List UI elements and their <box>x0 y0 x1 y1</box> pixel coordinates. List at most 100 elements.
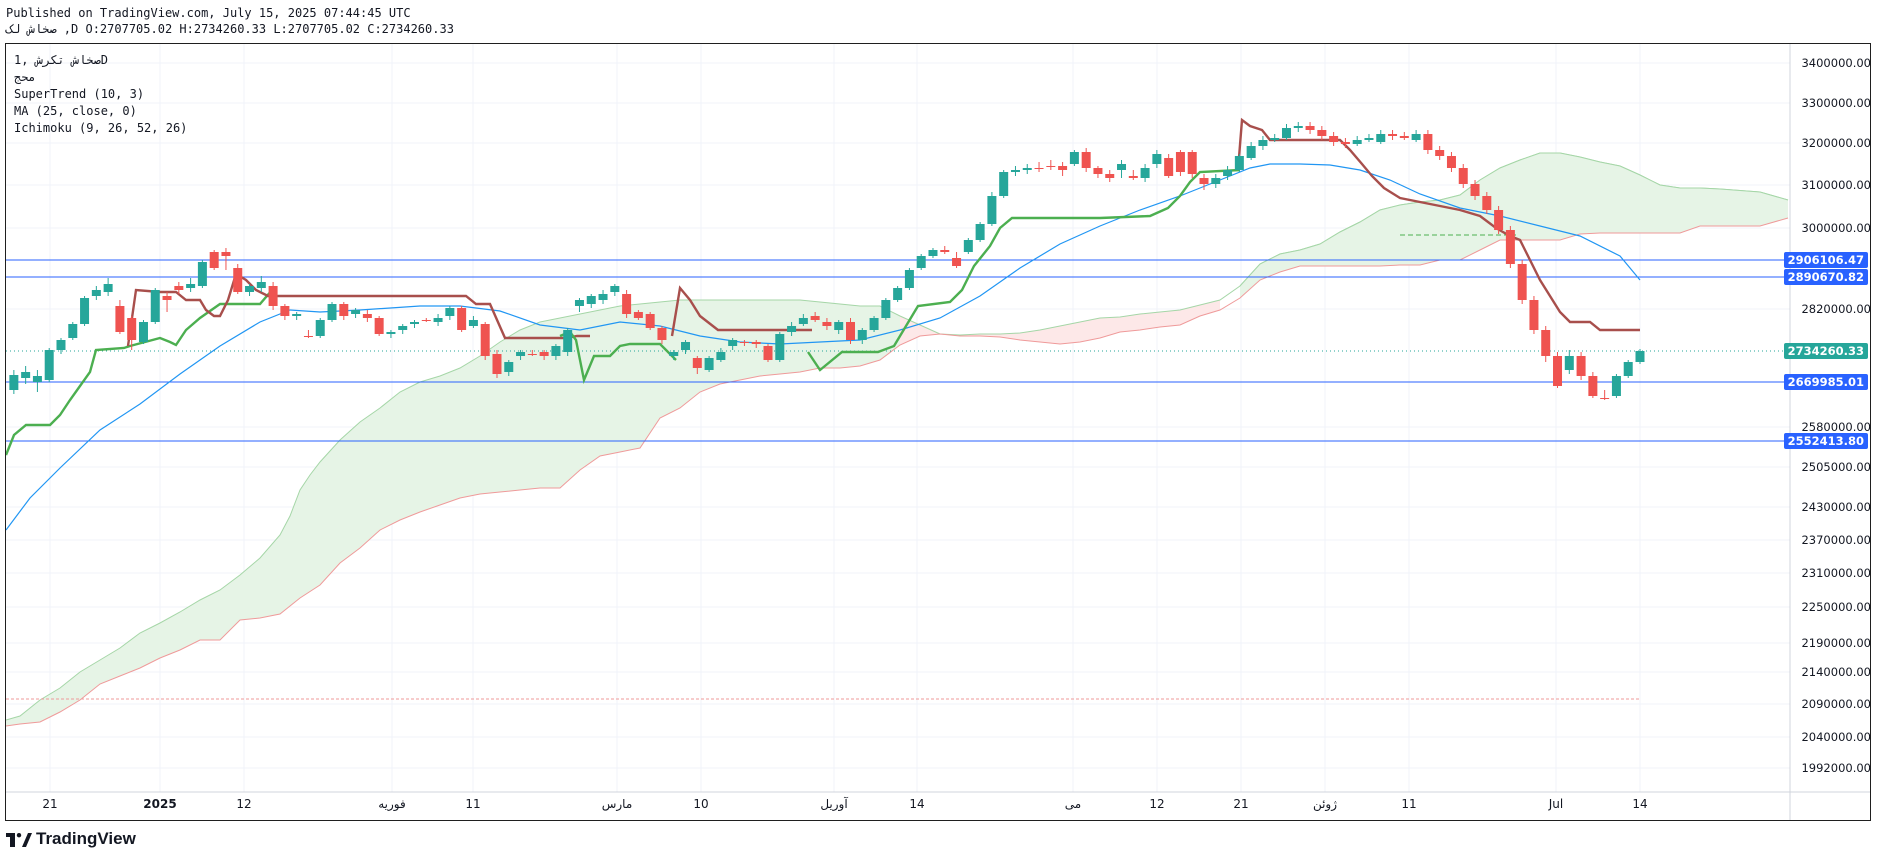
candle-bullish <box>1611 376 1621 396</box>
supertrend-legend[interactable]: SuperTrend (10, 3) <box>14 87 145 101</box>
chart-plot[interactable] <box>6 44 1870 820</box>
price-axis-label: 2310000.00 <box>1801 566 1871 580</box>
candle-bearish <box>1105 174 1115 178</box>
candle-bullish <box>834 322 844 330</box>
price-axis-label: 2040000.00 <box>1801 730 1871 744</box>
candle-bearish <box>127 318 137 340</box>
candle-bearish <box>1588 376 1598 396</box>
time-axis-label: می <box>1064 797 1082 811</box>
candle-bullish <box>1069 152 1079 164</box>
chart-header: Published on TradingView.com, July 15, 2… <box>6 5 454 37</box>
ichimoku-cloud-bullish <box>6 300 1220 726</box>
candle-bearish <box>1340 142 1350 144</box>
candle-bearish <box>1529 300 1539 330</box>
candle-bullish <box>1211 178 1221 184</box>
candle-bullish <box>1623 362 1633 376</box>
candle-bearish <box>1576 356 1586 376</box>
candle-bearish <box>480 324 490 356</box>
time-axis-label: 21 <box>1233 797 1249 811</box>
price-axis-label: 3200000.00 <box>1801 136 1871 150</box>
chart-frame[interactable] <box>5 43 1871 821</box>
ma-legend[interactable]: MA (25, close, 0) <box>14 104 137 118</box>
candle-bullish <box>904 270 914 288</box>
candle-bearish <box>739 342 749 343</box>
senkou-span-a <box>6 152 1789 721</box>
last-price-tag[interactable]: 2734260.33 <box>1783 343 1868 359</box>
candle-bullish <box>327 304 337 320</box>
time-axis-label: 11 <box>1401 797 1417 811</box>
time-axis-label: 14 <box>909 797 925 811</box>
candle-bullish <box>869 318 879 330</box>
indicator-legend: صخاش تکرش ,1D محج SuperTrend (10, 3) MA … <box>14 52 187 137</box>
candle-bearish <box>1199 178 1209 184</box>
price-axis-label: 2140000.00 <box>1801 665 1871 679</box>
candle-bearish <box>1046 166 1056 167</box>
candle-bullish <box>197 262 207 286</box>
level-price-tag[interactable]: 2906106.47 <box>1783 252 1868 268</box>
candle-bearish <box>233 268 243 292</box>
candle-bearish <box>339 304 349 316</box>
tradingview-icon <box>6 832 32 847</box>
candle-bearish <box>845 322 855 340</box>
candle-bullish <box>987 196 997 224</box>
candle-bullish <box>468 320 478 326</box>
price-axis-label: 2370000.00 <box>1801 533 1871 547</box>
candle-bearish <box>1505 230 1515 264</box>
candle-bearish <box>1399 136 1409 138</box>
time-axis-label: 2025 <box>143 797 177 811</box>
brand-name: TradingView <box>36 829 136 848</box>
tradingview-logo[interactable]: TradingView <box>6 829 136 849</box>
candle-bullish <box>1564 356 1574 370</box>
level-price-tag[interactable]: 2669985.01 <box>1783 374 1868 390</box>
ichimoku-legend[interactable]: Ichimoku (9, 26, 52, 26) <box>14 121 188 135</box>
candle-bearish <box>1482 196 1492 210</box>
candle-bearish <box>1541 330 1551 356</box>
candle-bullish <box>1293 126 1303 128</box>
level-price-tag[interactable]: 2552413.80 <box>1783 433 1868 449</box>
candle-bearish <box>1435 150 1445 156</box>
candle-bearish <box>221 252 231 256</box>
time-axis-label: آوریل <box>820 797 848 811</box>
supertrend-downtrend-line <box>126 272 590 347</box>
candle-bearish <box>1058 166 1068 170</box>
published-text: Published on TradingView.com, July 15, 2… <box>6 6 411 20</box>
candle-bearish <box>751 342 761 344</box>
candle-bullish <box>893 288 903 300</box>
candle-bullish <box>1246 146 1256 158</box>
price-axis-label: 2190000.00 <box>1801 636 1871 650</box>
candle-bearish <box>280 306 290 316</box>
candle-bullish <box>56 340 66 350</box>
candle-bullish <box>315 320 325 336</box>
time-axis-label: ژوئن <box>1312 797 1338 811</box>
candle-bullish <box>9 375 19 390</box>
price-axis-label: 2820000.00 <box>1801 302 1871 316</box>
symbol-title[interactable]: صخاش تکرش ,1D <box>14 53 108 67</box>
candle-bearish <box>1187 152 1197 174</box>
candle-bullish <box>928 250 938 256</box>
ichimoku-cloud-bearish <box>900 300 1220 345</box>
candle-bearish <box>1600 398 1610 399</box>
candle-bullish <box>386 332 396 334</box>
candle-bullish <box>881 300 891 318</box>
candle-bearish <box>810 316 820 320</box>
candle-bullish <box>1364 138 1374 140</box>
candle-bullish <box>433 318 443 322</box>
candle-bearish <box>633 312 643 318</box>
candle-bullish <box>728 340 738 346</box>
candle-bearish <box>162 296 172 300</box>
candle-bullish <box>681 342 691 350</box>
level-price-tag[interactable]: 2890670.82 <box>1783 269 1868 285</box>
candle-bullish <box>775 334 785 360</box>
candle-bullish <box>999 172 1009 196</box>
candle-bearish <box>1494 210 1504 230</box>
candle-bullish <box>563 330 573 352</box>
ohlc-readout: صخاش لک ,D O:2707705.02 H:2734260.33 L:2… <box>6 22 454 36</box>
supertrend-downtrend-line <box>670 285 812 337</box>
candle-bullish <box>598 294 608 300</box>
candle-bearish <box>940 250 950 252</box>
candle-bearish <box>1553 356 1563 386</box>
candle-bearish <box>1470 184 1480 196</box>
candle-bullish <box>410 322 419 324</box>
candle-bullish <box>1022 168 1032 170</box>
time-axis-label: Jul <box>1548 797 1564 811</box>
